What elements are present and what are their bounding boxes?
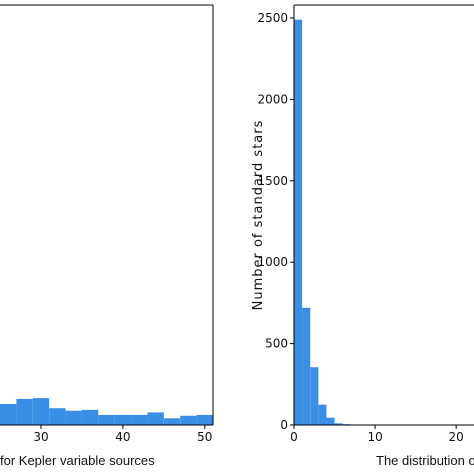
x-tick-label: 30: [33, 430, 48, 444]
bar: [0, 404, 17, 425]
y-tick-label: 0: [280, 418, 288, 432]
x-tick-label: 20: [449, 430, 464, 444]
bar: [180, 415, 197, 425]
x-axis-label: for Kepler variable sources: [0, 453, 155, 468]
bar: [65, 410, 82, 425]
bar: [32, 398, 50, 425]
y-tick-label: 1000: [257, 255, 288, 269]
bar: [147, 412, 164, 425]
y-tick-label: 2500: [257, 11, 288, 25]
x-tick-label: 40: [115, 430, 130, 444]
bar: [114, 414, 132, 425]
y-axis-label: Number of standard stars: [251, 120, 266, 311]
x-axis-label: The distribution of: [376, 453, 474, 468]
x-tick-label: 50: [197, 430, 212, 444]
bar: [131, 414, 148, 425]
y-tick-label: 2000: [257, 92, 288, 106]
bar: [16, 398, 33, 425]
bar: [81, 409, 99, 425]
bar: [310, 367, 319, 425]
bar: [326, 417, 335, 425]
y-tick-label: 500: [265, 337, 288, 351]
bar: [318, 404, 327, 425]
bar: [163, 418, 181, 425]
y-tick-label: 1500: [257, 174, 288, 188]
bar: [334, 423, 343, 425]
bar: [98, 414, 115, 425]
x-tick-label: 0: [290, 430, 298, 444]
bar: [49, 408, 66, 425]
x-tick-label: 10: [367, 430, 382, 444]
bar: [294, 19, 303, 426]
bar: [302, 307, 311, 425]
bar: [196, 414, 213, 425]
